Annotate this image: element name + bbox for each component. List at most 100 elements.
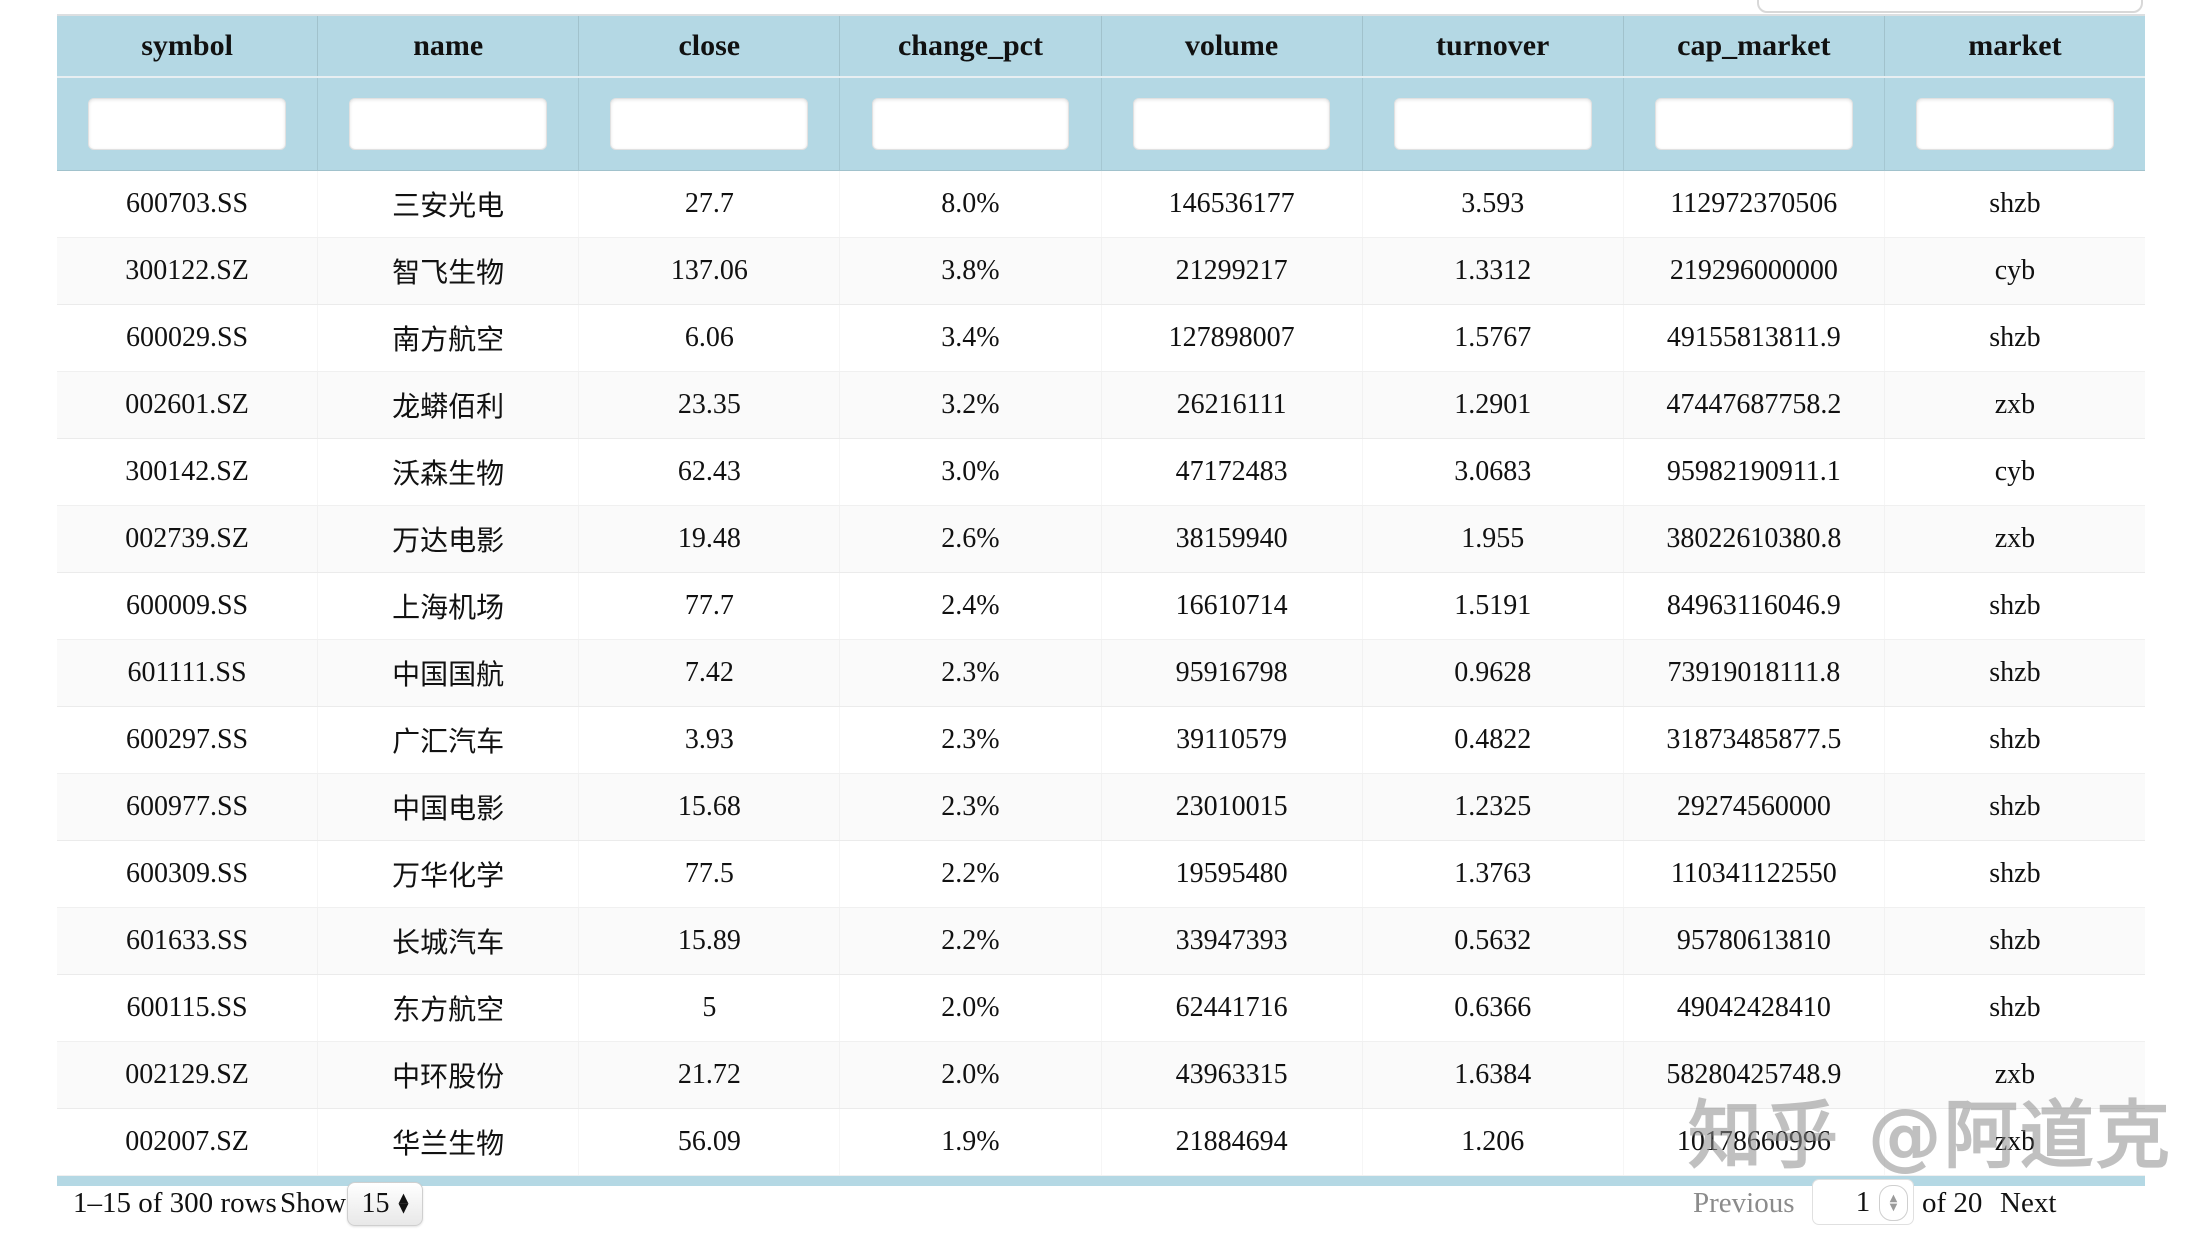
cell-volume: 62441716 (1102, 975, 1363, 1041)
cell-close: 15.89 (579, 908, 840, 974)
cell-volume: 127898007 (1102, 305, 1363, 371)
cell-close: 77.7 (579, 573, 840, 639)
cell-market: zxb (1994, 1126, 2036, 1157)
cell-close: 21.72 (579, 1042, 840, 1108)
cell-volume: 16610714 (1102, 573, 1363, 639)
filter-input-turnover[interactable] (1393, 98, 1592, 150)
cell-name: 沃森生物 (318, 439, 579, 505)
cell-symbol: 601111.SS (57, 640, 318, 706)
column-header-market[interactable]: market (1968, 29, 2062, 62)
filter-input-volume[interactable] (1132, 98, 1331, 150)
filter-input-market[interactable] (1916, 98, 2114, 150)
cell-symbol: 600977.SS (57, 774, 318, 840)
table-row: 600009.SS 上海机场 77.7 2.4% 16610714 1.5191 84963… (57, 573, 2145, 640)
cell-volume: 33947393 (1102, 908, 1363, 974)
filter-cell-market (1885, 78, 2145, 170)
cell-market: shzb (1989, 791, 2041, 822)
cell-name: 中国国航 (318, 640, 579, 706)
cell-volume: 39110579 (1102, 707, 1363, 773)
cell-market: zxb (1994, 523, 2036, 554)
cell-cap_market: 73919018111.8 (1624, 640, 1885, 706)
filter-cell-turnover (1363, 78, 1624, 170)
cell-turnover: 1.6384 (1363, 1042, 1624, 1108)
cell-name: 广汇汽车 (318, 707, 579, 773)
page-size-value: 15 (361, 1188, 390, 1219)
cell-change_pct: 3.2% (840, 372, 1101, 438)
table-row: 002007.SZ 华兰生物 56.09 1.9% 21884694 1.206 10178… (57, 1109, 2145, 1176)
filter-cell-change_pct (840, 78, 1102, 170)
column-header-volume[interactable]: volume (1102, 16, 1363, 76)
pagination-footer: 1–15 of 300 rows Show 15 ▲ ▼ Previous 1 ▲… (0, 1170, 2202, 1236)
column-header-symbol[interactable]: symbol (57, 16, 319, 76)
cell-turnover: 1.955 (1363, 506, 1624, 572)
filter-input-name[interactable] (349, 98, 548, 150)
cell-cap_market: 10178660996 (1624, 1109, 1885, 1175)
filter-input-symbol[interactable] (88, 98, 286, 150)
filter-cell-name (318, 78, 580, 170)
cell-turnover: 1.3763 (1363, 841, 1624, 907)
cell-market: shzb (1989, 925, 2041, 956)
cell-change_pct: 2.3% (840, 707, 1101, 773)
cell-change_pct: 3.4% (840, 305, 1101, 371)
cell-name: 中环股份 (318, 1042, 579, 1108)
cell-change_pct: 8.0% (840, 171, 1101, 237)
column-header-change_pct[interactable]: change_pct (840, 16, 1102, 76)
cell-symbol: 600703.SS (57, 171, 318, 237)
cell-turnover: 0.5632 (1363, 908, 1624, 974)
cell-cap_market: 84963116046.9 (1624, 573, 1885, 639)
cell-symbol: 002601.SZ (57, 372, 318, 438)
cell-cap_market: 95780613810 (1624, 908, 1885, 974)
number-stepper-icon[interactable]: ▲ ▼ (1879, 1185, 1908, 1221)
cell-market: shzb (1989, 724, 2041, 755)
cell-change_pct: 3.8% (840, 238, 1101, 304)
cell-close: 5 (579, 975, 840, 1041)
cell-name: 上海机场 (318, 573, 579, 639)
filter-input-change_pct[interactable] (871, 98, 1070, 150)
column-header-cap_market[interactable]: cap_market (1624, 16, 1885, 76)
cell-symbol: 002739.SZ (57, 506, 318, 572)
cell-cap_market: 58280425748.9 (1624, 1042, 1885, 1108)
cell-name: 龙蟒佰利 (318, 372, 579, 438)
cell-symbol: 600309.SS (57, 841, 318, 907)
global-search-input[interactable] (1757, 0, 2143, 13)
cell-name: 南方航空 (318, 305, 579, 371)
table-row: 600297.SS 广汇汽车 3.93 2.3% 39110579 0.4822 31873… (57, 707, 2145, 774)
cell-market: shzb (1989, 858, 2041, 889)
page-number-value: 1 (1855, 1185, 1871, 1218)
cell-volume: 19595480 (1102, 841, 1363, 907)
cell-cap_market: 95982190911.1 (1624, 439, 1885, 505)
cell-market: zxb (1994, 389, 2036, 420)
page-size-select[interactable]: 15 ▲ ▼ (347, 1182, 423, 1226)
table-row: 600115.SS 东方航空 5 2.0% 62441716 0.6366 49042428… (57, 975, 2145, 1042)
next-button[interactable]: Next (2000, 1187, 2057, 1219)
cell-market: cyb (1994, 255, 2036, 286)
cell-change_pct: 2.0% (840, 1042, 1101, 1108)
cell-cap_market: 112972370506 (1624, 171, 1885, 237)
cell-turnover: 3.593 (1363, 171, 1624, 237)
cell-symbol: 600297.SS (57, 707, 318, 773)
filter-cell-volume (1102, 78, 1363, 170)
rows-range-text: 1–15 of 300 rows (73, 1187, 277, 1219)
cell-turnover: 0.6366 (1363, 975, 1624, 1041)
column-header-name[interactable]: name (318, 16, 580, 76)
filter-input-close[interactable] (610, 98, 809, 150)
cell-market: shzb (1989, 992, 2041, 1023)
cell-market: cyb (1994, 456, 2036, 487)
cell-symbol: 600009.SS (57, 573, 318, 639)
cell-cap_market: 29274560000 (1624, 774, 1885, 840)
cell-market: zxb (1994, 1059, 2036, 1090)
previous-button[interactable]: Previous (1693, 1187, 1795, 1219)
page-number-input[interactable]: 1 ▲ ▼ (1812, 1179, 1914, 1225)
cell-turnover: 1.5191 (1363, 573, 1624, 639)
cell-turnover: 0.9628 (1363, 640, 1624, 706)
cell-close: 7.42 (579, 640, 840, 706)
column-header-close[interactable]: close (579, 16, 841, 76)
filter-input-cap_market[interactable] (1654, 98, 1853, 150)
column-header-turnover[interactable]: turnover (1363, 16, 1624, 76)
cell-name: 东方航空 (318, 975, 579, 1041)
cell-close: 27.7 (579, 171, 840, 237)
table-row: 300122.SZ 智飞生物 137.06 3.8% 21299217 1.3312 219… (57, 238, 2145, 305)
cell-close: 19.48 (579, 506, 840, 572)
filter-cell-close (579, 78, 841, 170)
cell-volume: 47172483 (1102, 439, 1363, 505)
